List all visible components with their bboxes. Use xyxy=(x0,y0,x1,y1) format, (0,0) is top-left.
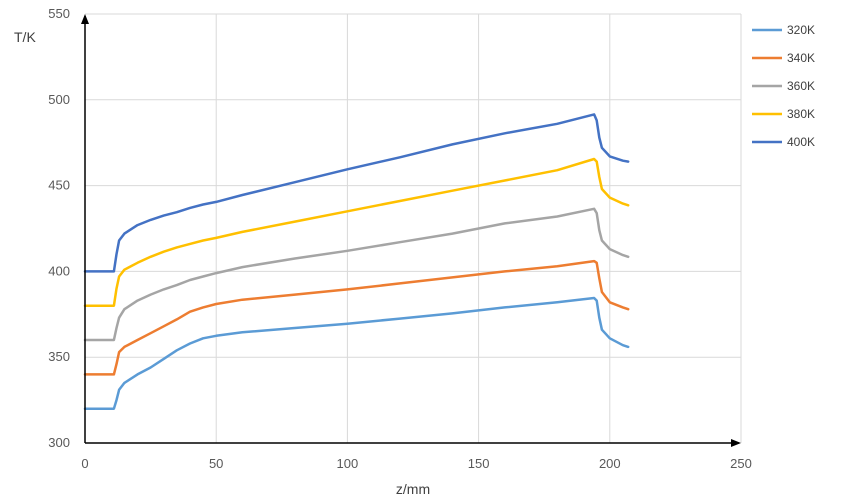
plot-area xyxy=(83,113,630,410)
y-tick-label: 500 xyxy=(48,92,70,107)
x-axis-title: z/mm xyxy=(396,481,430,497)
x-tick-label: 200 xyxy=(599,456,621,471)
x-tick-label: 150 xyxy=(468,456,490,471)
series-line-340k xyxy=(83,259,630,376)
x-axis-arrow xyxy=(731,439,741,447)
legend-label: 360K xyxy=(787,79,815,93)
series-line-360k xyxy=(83,207,630,342)
x-tick-label: 0 xyxy=(81,456,88,471)
axes: 300 350 400 450 500 550 0 50 100 150 200 250 xyxy=(48,6,752,471)
legend-label: 320K xyxy=(787,23,815,37)
series-line-380k xyxy=(83,157,630,307)
y-tick-label: 450 xyxy=(48,178,70,193)
series-line-320k xyxy=(83,296,630,410)
y-axis-title: T/K xyxy=(14,29,36,45)
series-line-400k xyxy=(83,113,630,273)
y-tick-label: 550 xyxy=(48,6,70,21)
x-tick-label: 100 xyxy=(337,456,359,471)
legend-label: 380K xyxy=(787,107,815,121)
y-tick-label: 350 xyxy=(48,349,70,364)
x-tick-label: 250 xyxy=(730,456,752,471)
x-tick-label: 50 xyxy=(209,456,223,471)
legend: 320K 340K 360K 380K 400K xyxy=(752,23,815,149)
y-axis-arrow xyxy=(81,14,89,24)
gridlines xyxy=(85,13,742,443)
legend-label: 400K xyxy=(787,135,815,149)
y-tick-label: 300 xyxy=(48,435,70,450)
y-tick-label: 400 xyxy=(48,263,70,278)
legend-label: 340K xyxy=(787,51,815,65)
